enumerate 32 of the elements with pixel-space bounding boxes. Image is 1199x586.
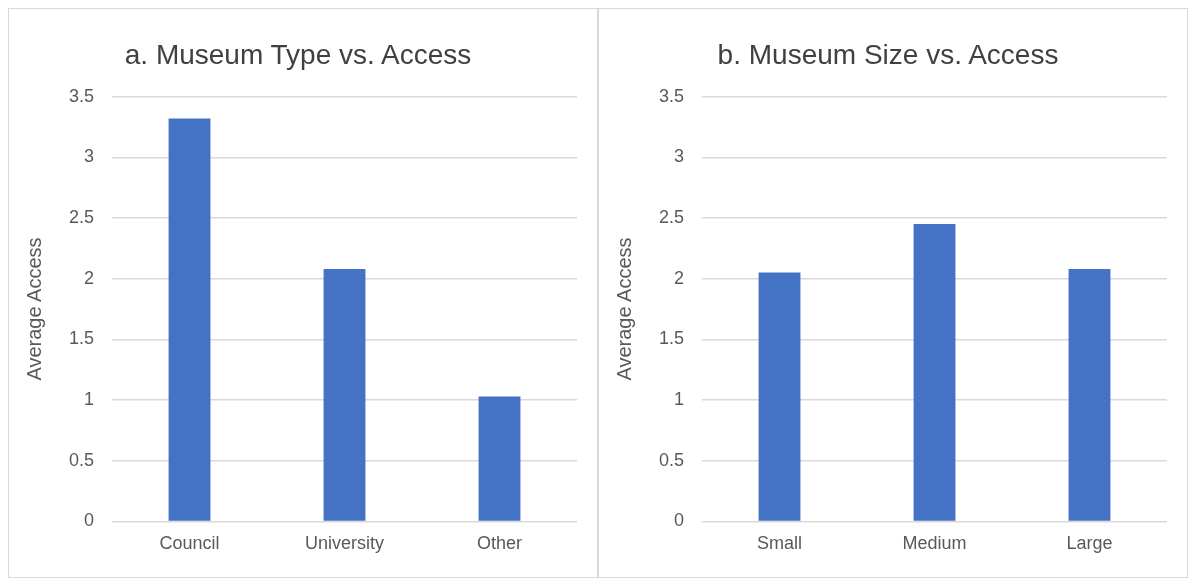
bar (478, 396, 521, 521)
y-tick-label: 1 (84, 389, 95, 409)
chart-title: a. Museum Type vs. Access (124, 38, 472, 70)
y-tick-label: 2 (674, 267, 685, 288)
y-tick-label: 3 (84, 146, 95, 167)
bar (168, 118, 211, 521)
y-tick-label: 0.5 (658, 449, 685, 470)
bar (758, 272, 801, 521)
chart-title: b. Museum Size vs. Access (717, 38, 1059, 70)
x-tick-label: Other (476, 533, 523, 554)
bar (1068, 268, 1111, 521)
y-axis-title: Average Access (22, 237, 45, 381)
y-tick-label: 0 (674, 510, 685, 531)
y-tick-label: 2.5 (68, 206, 95, 227)
y-axis-title: Average Access (612, 237, 635, 381)
y-tick-label: 1.5 (658, 328, 685, 349)
x-tick-label: Small (757, 533, 803, 554)
y-tick-label: 3.5 (68, 85, 95, 106)
y-tick-label: 3 (674, 146, 685, 167)
x-tick-label: Medium (902, 533, 967, 554)
y-tick-label: 1.5 (68, 328, 95, 349)
x-tick-label: Council (159, 533, 220, 554)
y-tick-label: 1 (674, 389, 685, 409)
y-tick-label: 2.5 (658, 206, 685, 227)
bar (913, 224, 956, 521)
y-tick-label: 2 (84, 267, 95, 288)
bar (323, 268, 366, 521)
y-tick-label: 3.5 (658, 85, 685, 106)
y-tick-label: 0.5 (68, 449, 95, 470)
x-tick-label: University (305, 533, 385, 554)
x-tick-label: Large (1066, 533, 1113, 554)
y-tick-label: 0 (84, 510, 95, 531)
